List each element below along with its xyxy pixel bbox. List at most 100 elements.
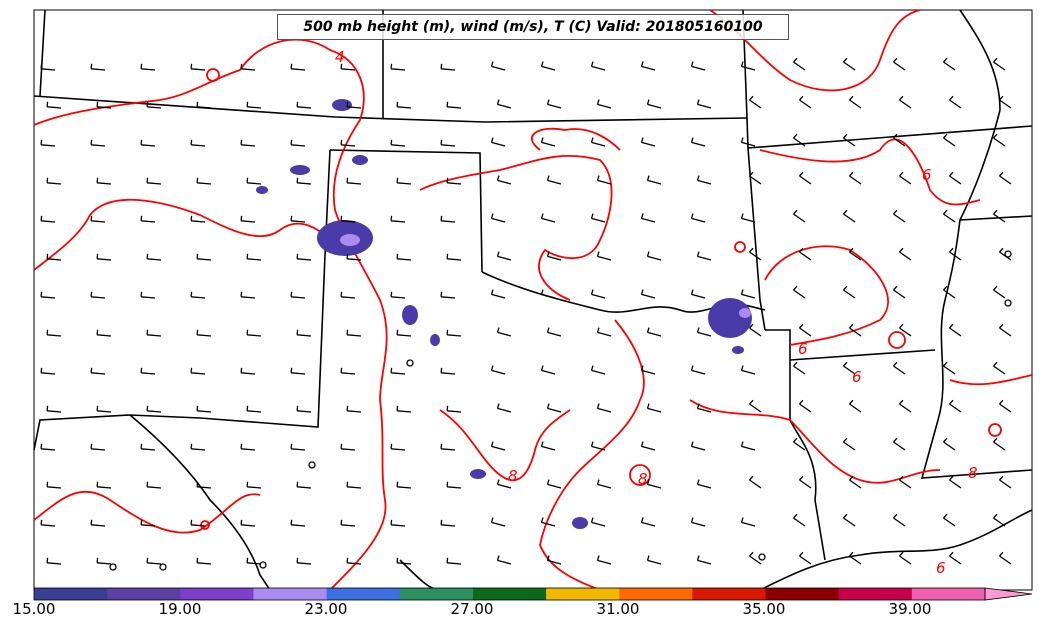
shaded-cells <box>256 99 752 529</box>
wind-barb <box>90 63 106 71</box>
wind-barb <box>640 517 656 527</box>
wind-barb <box>296 329 312 337</box>
wind-barb <box>96 329 112 337</box>
wind-barb <box>296 253 312 261</box>
wind-barb <box>190 443 206 451</box>
border-nm-az <box>33 149 331 451</box>
wind-barb <box>346 557 362 565</box>
wind-barb <box>440 367 456 375</box>
wind-barb <box>893 513 906 527</box>
wind-barb <box>843 57 856 71</box>
wind-barb <box>446 557 462 565</box>
wind-barb <box>290 63 306 71</box>
wind-barb <box>490 137 506 147</box>
wind-barb <box>140 291 156 299</box>
wind-barb <box>793 285 806 299</box>
colorbar-tick-label: 19.00 <box>158 600 202 618</box>
wind-barb <box>696 555 712 565</box>
colorbar-tick-label: 35.00 <box>742 600 786 618</box>
wind-barb <box>90 443 106 451</box>
wind-barb <box>749 171 762 185</box>
wind-barb <box>340 519 356 527</box>
contour-south-2 <box>439 409 571 482</box>
wind-barb <box>390 367 406 375</box>
wind-barb <box>893 133 906 147</box>
map-frame <box>33 9 1033 591</box>
map-title: 500 mb height (m), wind (m/s), T (C) Val… <box>277 14 789 40</box>
shade-cell-tx-2 <box>572 517 588 529</box>
wind-barb <box>90 291 106 299</box>
wind-barb <box>799 475 812 489</box>
wind-barb <box>90 367 106 375</box>
wind-barb <box>496 175 512 185</box>
wind-barb <box>993 57 1006 71</box>
colorbar-segment <box>619 588 693 600</box>
wind-barb <box>843 285 856 299</box>
wind-barb <box>540 441 556 451</box>
wind-barb <box>696 327 712 337</box>
wind-barb <box>246 253 262 261</box>
wind-barb <box>646 251 662 261</box>
border-ok-ar <box>747 147 766 331</box>
wind-barb <box>993 361 1006 375</box>
wind-barb <box>90 215 106 223</box>
wind-barb <box>596 327 612 337</box>
wind-barb <box>943 209 956 223</box>
wind-barb <box>40 63 56 71</box>
colorbar-tick-label: 15.00 <box>12 600 56 618</box>
wind-barb <box>40 519 56 527</box>
wind-barb <box>246 329 262 337</box>
wind-barb <box>290 443 306 451</box>
wind-barb <box>296 481 312 489</box>
wind-barb <box>196 177 212 185</box>
wind-barb <box>246 557 262 565</box>
wind-barb <box>999 323 1012 337</box>
wind-barb <box>843 361 856 375</box>
wind-barb <box>496 99 512 109</box>
shade-cell-ok-core <box>739 308 751 318</box>
wind-barb <box>340 215 356 223</box>
wind-barb <box>793 209 806 223</box>
colorbar-tick-label: 39.00 <box>888 600 932 618</box>
colorbar-tick-label: 27.00 <box>450 600 494 618</box>
wind-barb <box>749 475 762 489</box>
wind-barb <box>296 101 312 109</box>
shade-cell-ut-2 <box>256 186 268 194</box>
wind-barb <box>646 479 662 489</box>
wind-barb <box>490 517 506 527</box>
wind-barb <box>690 441 706 451</box>
wind-barb <box>140 519 156 527</box>
wind-barb <box>40 139 56 147</box>
colorbar-segment <box>765 588 840 600</box>
wind-barb <box>340 367 356 375</box>
wind-barb <box>799 247 812 261</box>
wind-barb <box>949 171 962 185</box>
wind-barb <box>440 139 456 147</box>
colorbar-segment <box>472 588 547 600</box>
wind-barb <box>849 95 862 109</box>
wind-barb <box>440 63 456 71</box>
wind-barb <box>899 323 912 337</box>
wind-barb <box>96 177 112 185</box>
contour-ne <box>709 9 921 92</box>
shade-cell-co-core <box>340 234 360 246</box>
contour-e <box>759 138 981 206</box>
contour-label: 6 <box>936 559 946 577</box>
border-ar-la <box>789 349 936 361</box>
wind-barb <box>390 519 406 527</box>
calm-wind-circle <box>406 359 414 367</box>
wind-barb <box>596 99 612 109</box>
wind-barb <box>943 57 956 71</box>
colorbar-tick-label: 31.00 <box>596 600 640 618</box>
wind-barb <box>993 437 1006 451</box>
wind-barb <box>196 557 212 565</box>
wind-barb <box>943 285 956 299</box>
wind-barb <box>196 481 212 489</box>
wind-barb <box>640 137 656 147</box>
wind-barb <box>440 215 456 223</box>
colorbar-segment <box>326 588 401 600</box>
wind-barb <box>190 139 206 147</box>
border-tn <box>959 215 1033 221</box>
wind-barb <box>490 365 506 375</box>
wind-barb <box>96 405 112 413</box>
